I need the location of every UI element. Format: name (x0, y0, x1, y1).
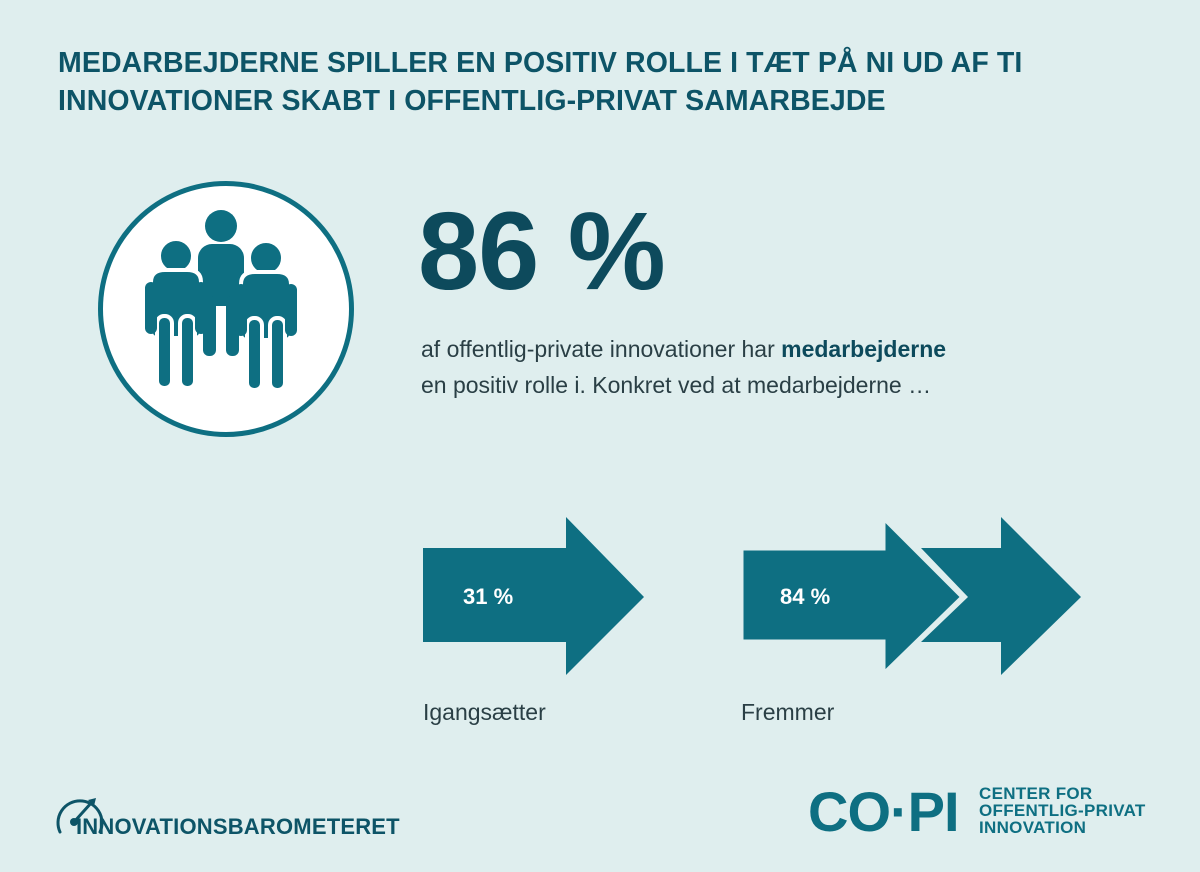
desc-part-1: af offentlig-private innovationer har (421, 336, 782, 362)
title-line-1: MEDARBEJDERNE SPILLER EN POSITIV ROLLE I… (58, 47, 1023, 79)
fremmer-label: Fremmer (741, 699, 835, 725)
innovationsbarometeret-text: INNOVATIONSBAROMETERET (76, 814, 400, 839)
copi-sub-line-3: INNOVATION (979, 818, 1087, 837)
copi-subtitle: CENTER FOR OFFENTLIG-PRIVAT INNOVATION (979, 785, 1146, 836)
igangsaetter-percent: 31 % (463, 584, 514, 609)
copi-sub-line-1: CENTER FOR (979, 784, 1093, 803)
title-line-2: INNOVATIONER SKABT I OFFENTLIG-PRIVAT SA… (58, 85, 886, 117)
page-title: MEDARBEJDERNE SPILLER EN POSITIV ROLLE I… (58, 44, 1158, 120)
copi-logo: CO·PI CENTER FOR OFFENTLIG-PRIVAT INNOVA… (808, 782, 1188, 842)
gauge-icon (56, 798, 104, 834)
desc-bold: medarbejderne (781, 336, 947, 362)
copi-mark: CO·PI (808, 780, 960, 843)
arrow-fremmer-front (738, 510, 967, 681)
headline-description: af offentlig-private innovationer har me… (421, 331, 1121, 403)
headline-percent: 86 % (418, 190, 666, 313)
arrow-igangsaetter (423, 517, 644, 675)
igangsaetter-label: Igangsætter (423, 699, 546, 725)
innovationsbarometeret-logo: INNOVATIONSBAROMETERET (52, 782, 472, 842)
desc-part-2: en positiv rolle i. Konkret ved at medar… (421, 372, 932, 398)
fremmer-percent: 84 % (780, 584, 831, 609)
copi-sub-line-2: OFFENTLIG-PRIVAT (979, 801, 1146, 820)
people-circle (98, 181, 354, 437)
arrow-fremmer-back (921, 517, 1081, 675)
three-people-icon (145, 210, 297, 392)
